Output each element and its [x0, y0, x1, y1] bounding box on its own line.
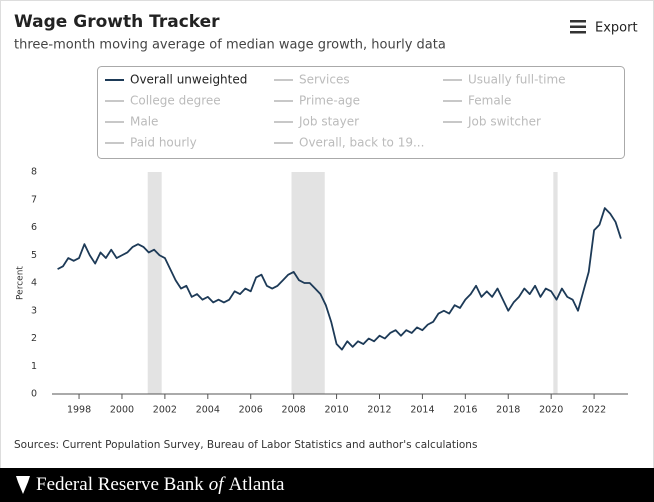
y-tick-label: 6: [31, 222, 37, 233]
legend-label: Services: [299, 73, 350, 87]
x-tick-label: 1998: [67, 405, 91, 416]
x-tick-label: 2006: [239, 405, 263, 416]
brand-part: Atlanta: [229, 474, 285, 495]
legend-label: Overall, back to 19...: [299, 136, 424, 150]
data-line: [57, 207, 622, 351]
recession-band: [553, 172, 558, 394]
legend-label: Prime-age: [299, 94, 360, 108]
x-tick-label: 2000: [110, 405, 134, 416]
y-tick-label: 5: [31, 250, 37, 261]
y-tick-label: 3: [31, 305, 37, 316]
x-tick-label: 2008: [282, 405, 306, 416]
legend-box: [97, 66, 625, 159]
export-label: Export: [595, 21, 638, 36]
menu-icon: [570, 25, 586, 28]
x-tick-label: 2012: [367, 405, 391, 416]
legend-label: Female: [468, 94, 511, 108]
legend-label: Usually full-time: [468, 73, 566, 87]
x-tick-label: 2022: [582, 405, 606, 416]
footer-bar: [0, 468, 654, 502]
y-tick-label: 7: [31, 194, 37, 205]
legend-label: Job switcher: [467, 115, 541, 129]
logo: [16, 476, 30, 494]
x-tick-label: 2018: [496, 405, 520, 416]
brand-part: of: [209, 474, 227, 495]
legend-label: Job stayer: [298, 115, 359, 129]
chart-title: Wage Growth Tracker: [14, 12, 220, 32]
y-tick-label: 1: [31, 361, 37, 372]
source-note: Sources: Current Population Survey, Bure…: [14, 439, 477, 451]
chart-subtitle: three-month moving average of median wag…: [14, 38, 446, 53]
legend-label: College degree: [130, 94, 221, 108]
menu-icon: [570, 20, 586, 23]
x-tick-label: 2020: [539, 405, 563, 416]
legend-label: Overall unweighted: [130, 73, 247, 87]
legend-label: Paid hourly: [130, 136, 197, 150]
x-tick-label: 2016: [453, 405, 477, 416]
export-button[interactable]: Export: [570, 20, 638, 36]
y-tick-label: 2: [31, 333, 37, 344]
legend-label: Male: [130, 115, 158, 129]
y-tick-label: 8: [31, 167, 37, 178]
brand-part: Federal Reserve Bank: [36, 474, 204, 495]
x-tick-label: 2010: [324, 405, 348, 416]
recession-band: [147, 172, 162, 394]
brand: Federal Reserve Bank of Atlanta: [36, 474, 285, 495]
x-tick-label: 2002: [153, 405, 177, 416]
x-tick-label: 2004: [196, 405, 220, 416]
y-tick-label: 4: [31, 278, 37, 289]
menu-icon: [570, 31, 586, 34]
y-axis-label: Percent: [16, 266, 26, 300]
x-tick-label: 2014: [410, 405, 434, 416]
y-tick-label: 0: [31, 389, 37, 400]
